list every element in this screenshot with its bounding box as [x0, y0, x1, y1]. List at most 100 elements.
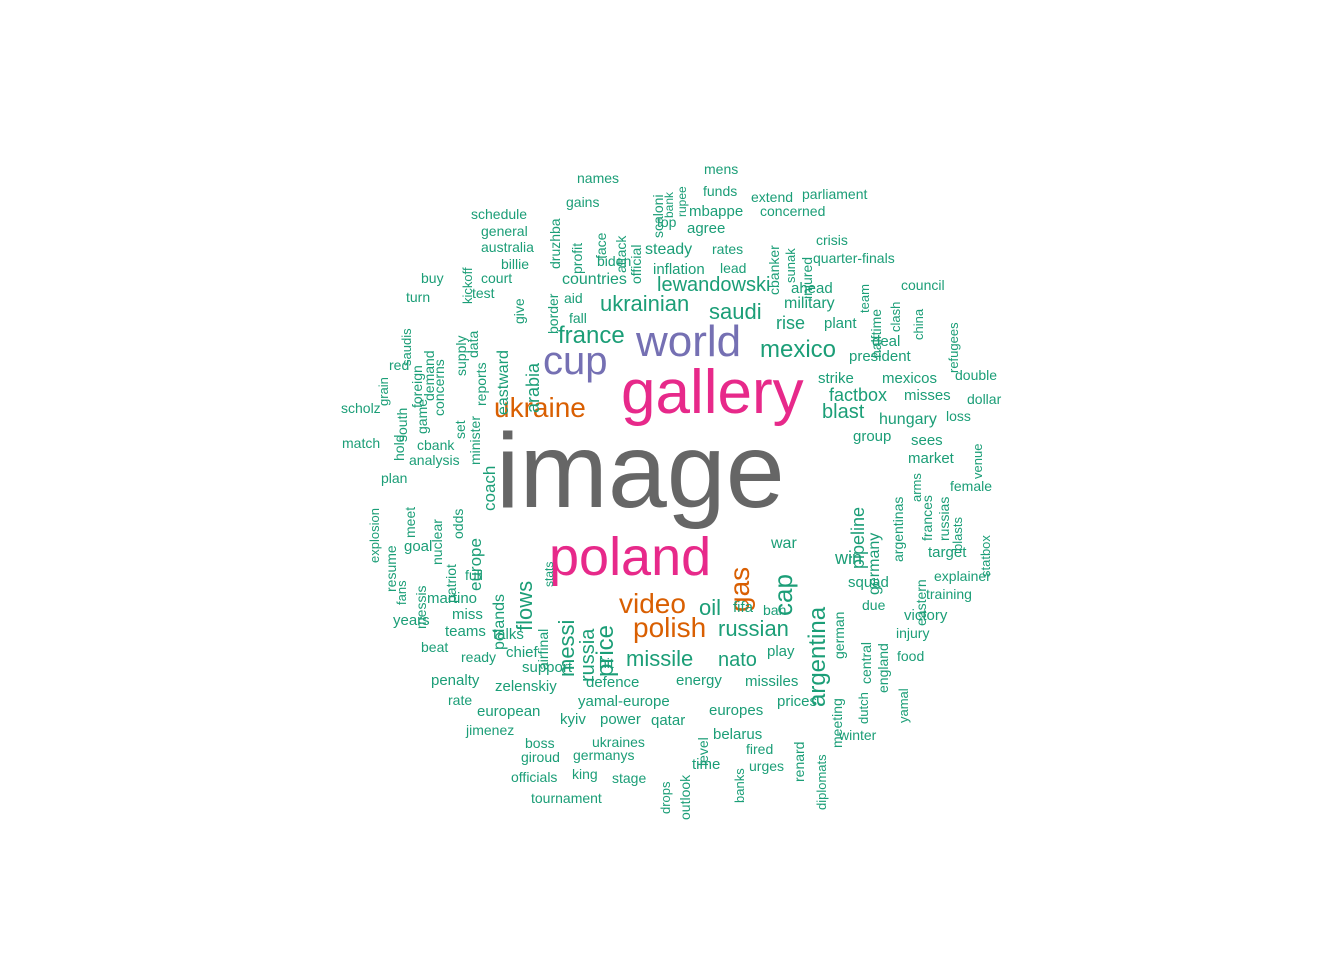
- word-zelenskiy: zelenskiy: [495, 678, 557, 695]
- word-inflation: inflation: [653, 261, 705, 278]
- word-jimenez: jimenez: [466, 722, 515, 738]
- word-president: president: [849, 348, 911, 365]
- word-kyiv: kyiv: [560, 711, 586, 728]
- word-video: video: [619, 588, 686, 619]
- word-penalty: penalty: [431, 672, 480, 689]
- word-blast: blast: [822, 401, 865, 423]
- word-china: china: [911, 308, 926, 340]
- word-ahead: ahead: [791, 280, 833, 297]
- word-attack: attack: [613, 235, 629, 273]
- word-mens: mens: [704, 161, 739, 177]
- word-due: due: [862, 597, 886, 613]
- word-prices: prices: [777, 693, 818, 710]
- word-fall: fall: [569, 310, 587, 326]
- word-border: border: [545, 293, 561, 334]
- word-cbank: cbank: [417, 437, 455, 453]
- word-profit: profit: [569, 242, 585, 274]
- word-factbox: factbox: [829, 385, 888, 405]
- word-concerned: concerned: [760, 203, 826, 219]
- word-odds: odds: [450, 508, 466, 540]
- word-rise: rise: [776, 313, 806, 333]
- word-game: game: [414, 399, 430, 435]
- word-power: power: [600, 711, 641, 728]
- word-cbanker: cbanker: [766, 245, 782, 295]
- word-qatar: qatar: [651, 712, 686, 729]
- word-bank: bank: [662, 191, 676, 218]
- word-ukraine: ukraine: [494, 392, 586, 423]
- word-extend: extend: [751, 189, 794, 205]
- word-general: general: [481, 223, 528, 239]
- word-match: match: [342, 435, 381, 451]
- word-deal: deal: [872, 333, 901, 350]
- word-training: training: [926, 586, 972, 602]
- word-blasts: blasts: [950, 516, 965, 551]
- word-argentinas: argentinas: [890, 496, 906, 562]
- word-funds: funds: [703, 183, 738, 199]
- word-buy: buy: [421, 270, 444, 286]
- word-officials: officials: [511, 769, 558, 785]
- word-eastward: eastward: [495, 349, 512, 415]
- word-talks: talks: [493, 626, 524, 643]
- word-countries: countries: [562, 271, 627, 288]
- word-image: image: [496, 412, 785, 530]
- word-data: data: [465, 330, 481, 359]
- word-yamal-europe: yamal-europe: [578, 693, 670, 710]
- word-ukrainian: ukrainian: [600, 291, 690, 316]
- word-official: official: [628, 244, 644, 285]
- word-druzhba: druzhba: [547, 218, 563, 269]
- word-support: support: [522, 659, 573, 676]
- word-meet: meet: [402, 506, 418, 539]
- word-dollar: dollar: [967, 391, 1002, 407]
- word-england: england: [875, 643, 891, 693]
- word-venue: venue: [970, 443, 985, 479]
- word-drops: drops: [658, 781, 673, 814]
- word-world: world: [636, 317, 742, 366]
- word-aid: aid: [564, 290, 583, 306]
- word-set: set: [452, 420, 468, 439]
- word-rates: rates: [712, 241, 744, 257]
- word-sunak: sunak: [783, 248, 798, 283]
- word-war: war: [771, 535, 797, 552]
- word-agree: agree: [687, 220, 726, 237]
- word-plan: plan: [381, 470, 408, 486]
- word-hit: hit: [599, 655, 614, 671]
- word-banks: banks: [732, 768, 747, 803]
- word-europes: europes: [709, 702, 764, 719]
- word-patriot: patriot: [443, 564, 459, 603]
- word-group: group: [853, 428, 892, 445]
- word-names: names: [577, 170, 620, 186]
- word-german: german: [831, 611, 847, 659]
- word-renard: renard: [791, 741, 807, 782]
- word-martino: martino: [427, 590, 478, 607]
- word-teams: teams: [445, 623, 486, 640]
- word-give: give: [511, 298, 527, 325]
- word-europe: europe: [466, 538, 485, 592]
- word-misses: misses: [904, 387, 951, 404]
- word-ready: ready: [461, 649, 497, 665]
- word-turn: turn: [406, 289, 431, 305]
- word-rate: rate: [448, 692, 473, 708]
- word-years: years: [393, 612, 430, 629]
- word-strike: strike: [818, 370, 854, 387]
- word-chief: chief: [506, 644, 538, 661]
- word-council: council: [901, 277, 945, 293]
- word-crisis: crisis: [816, 232, 848, 248]
- word-beat: beat: [421, 639, 449, 655]
- word-australia: australia: [481, 239, 534, 255]
- word-lewandowski: lewandowski: [657, 274, 771, 296]
- word-red: red: [389, 357, 410, 373]
- word-win: win: [835, 548, 863, 568]
- word-giroud: giroud: [521, 749, 560, 765]
- word-ukraines: ukraines: [592, 734, 645, 750]
- word-fifa: fifa: [733, 599, 754, 616]
- word-missiles: missiles: [745, 673, 799, 690]
- word-goal: goal: [404, 538, 433, 555]
- word-scholz: scholz: [341, 400, 381, 416]
- word-winter: winter: [839, 727, 877, 743]
- word-steady: steady: [645, 241, 693, 258]
- word-ban: ban: [763, 602, 787, 618]
- word-mexicos: mexicos: [882, 370, 938, 387]
- word-play: play: [767, 643, 795, 660]
- word-diplomats: diplomats: [814, 754, 829, 810]
- word-fans: fans: [394, 580, 409, 606]
